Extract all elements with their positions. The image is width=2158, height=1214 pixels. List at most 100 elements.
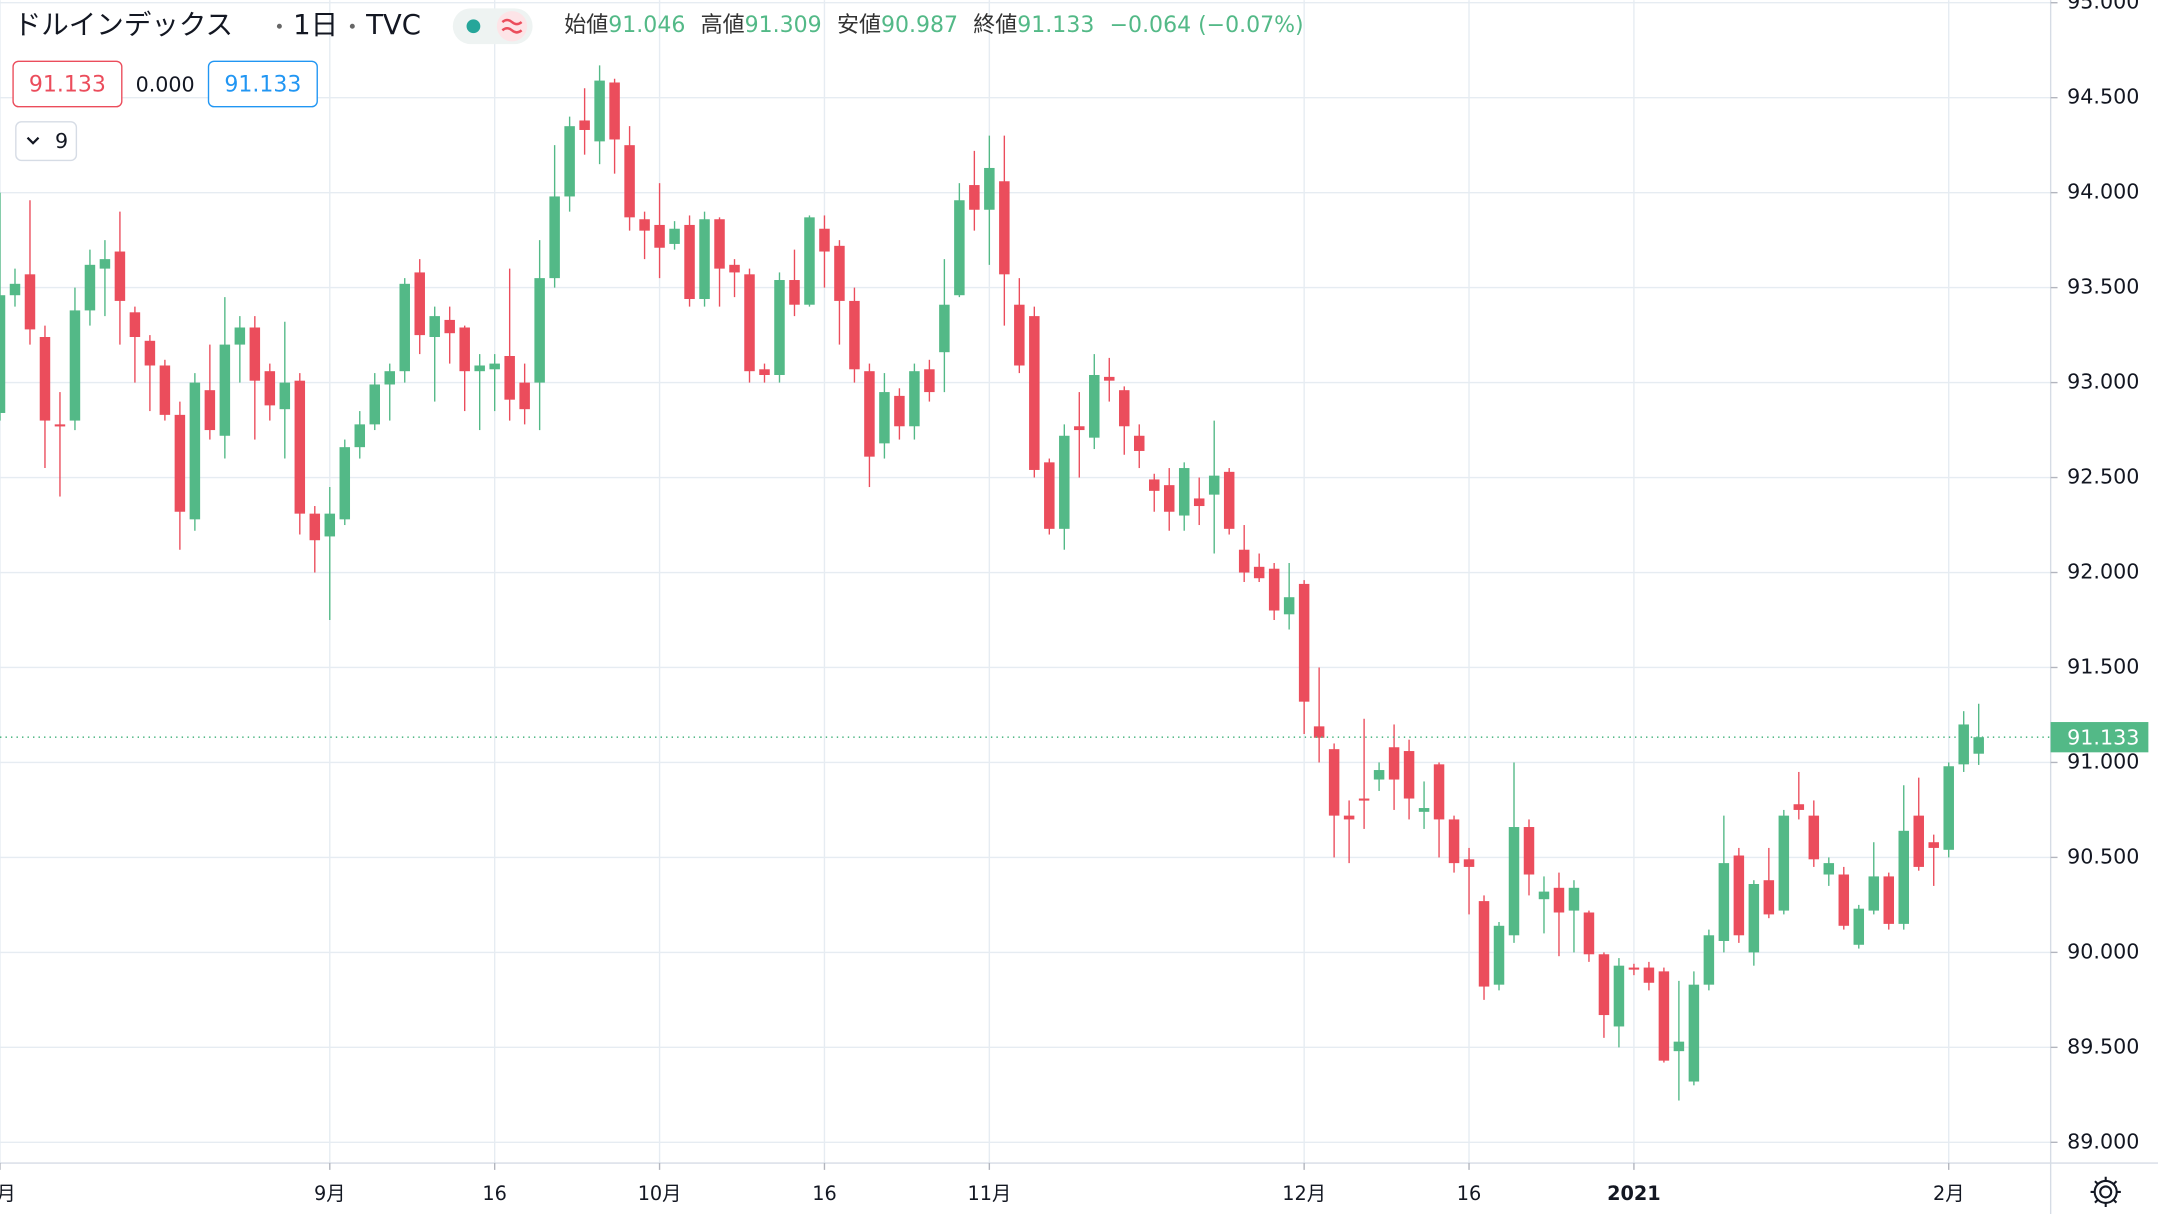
x-tick-label: 16: [482, 1182, 507, 1205]
candle-body: [1074, 426, 1085, 431]
candle-body: [294, 380, 306, 514]
candle-body: [879, 392, 890, 444]
separator: [276, 23, 282, 29]
x-tick-label: 2月: [1933, 1182, 1965, 1205]
candle-body: [24, 274, 36, 330]
candle-body: [249, 327, 261, 381]
candle-body: [1388, 747, 1400, 780]
y-tick-label: 92.000: [2067, 560, 2139, 584]
candle-body: [69, 310, 81, 421]
high-label: 高値: [701, 13, 745, 38]
candle-body: [1403, 751, 1415, 799]
separator: [349, 23, 355, 29]
spread: 0.000: [136, 72, 195, 96]
open-label: 始値: [564, 13, 608, 38]
candle-body: [1913, 815, 1924, 867]
candle-body: [459, 327, 470, 372]
y-tick-label: 89.000: [2067, 1129, 2139, 1153]
chart-title: ドルインデックス: [14, 9, 233, 41]
candle-body: [159, 365, 171, 415]
candle-body: [729, 264, 740, 273]
candle-body: [1523, 827, 1535, 875]
candle-body: [1313, 726, 1325, 738]
candle-body: [909, 371, 920, 427]
close-value: 91.133: [1017, 13, 1094, 38]
candle-body: [1119, 390, 1130, 427]
candle-body: [534, 278, 545, 383]
candle-body: [849, 300, 860, 370]
settings-icon[interactable]: [2090, 1176, 2121, 1208]
y-tick-label: 93.500: [2067, 275, 2139, 299]
candle-body: [1478, 901, 1490, 987]
candle-body: [1193, 498, 1205, 507]
indicator-toggle[interactable]: [15, 121, 78, 162]
candle-body: [1718, 863, 1730, 941]
close-label: 終値: [973, 13, 1017, 38]
y-tick-label: 94.500: [2067, 85, 2139, 109]
candle-body: [1343, 815, 1355, 820]
candle-body: [714, 219, 725, 269]
ohlc-legend: 始値91.046 高値91.309 安値90.987 終値91.133 −0.0…: [564, 13, 1303, 38]
candle-body: [369, 384, 380, 425]
candle-body: [1838, 874, 1850, 926]
candle-body: [1493, 925, 1505, 985]
candle-body: [1014, 304, 1025, 366]
candle-body: [519, 382, 530, 410]
last-price-tag: [2050, 722, 2149, 753]
candle-body: [339, 447, 351, 520]
candle-body: [669, 228, 680, 244]
x-tick-label: 16: [1457, 1182, 1482, 1205]
delayed-icon-bg: [496, 11, 528, 42]
candle-body: [1029, 316, 1040, 470]
candle-body: [684, 224, 695, 300]
candle-body: [1508, 827, 1520, 936]
candle-body: [39, 337, 51, 421]
candle-body: [99, 259, 111, 269]
last-price-label: 91.133: [2067, 726, 2139, 750]
x-tick-label: 2021: [1607, 1182, 1661, 1205]
y-tick-label: 92.500: [2067, 465, 2139, 489]
interval: 1日: [293, 9, 338, 41]
candle-body: [1748, 884, 1760, 953]
x-tick-label: 8月: [0, 1182, 16, 1205]
change: −0.064 (−0.07%): [1110, 13, 1304, 38]
candle-body: [414, 272, 425, 336]
candle-body: [1598, 954, 1610, 1016]
candle-body: [1283, 597, 1295, 615]
candle-body: [264, 371, 276, 406]
candle-body: [429, 316, 440, 338]
candle-body: [924, 369, 935, 393]
candle-body: [0, 295, 6, 413]
candle-body: [1148, 479, 1160, 491]
bid-box[interactable]: [12, 60, 123, 108]
ask-box[interactable]: [207, 60, 318, 108]
market-open-icon: [466, 19, 481, 34]
candle-body: [819, 228, 830, 252]
candle-body: [1853, 908, 1865, 945]
candle-body: [1958, 724, 1969, 765]
x-tick-label: 9月: [314, 1182, 346, 1205]
candle-body: [399, 283, 410, 372]
candle-body: [1328, 749, 1340, 816]
candle-body: [759, 369, 770, 375]
candle-body: [309, 513, 321, 541]
candle-body: [234, 327, 246, 345]
candle-body: [804, 217, 815, 305]
candle-body: [1538, 891, 1550, 900]
candle-body: [84, 264, 96, 311]
candle-body: [444, 319, 455, 334]
candle-body: [774, 280, 785, 375]
candle-body: [984, 167, 995, 210]
bid: 91.133: [29, 72, 106, 97]
candle-body: [894, 395, 905, 427]
candle-body: [1463, 859, 1475, 867]
candle-body: [594, 80, 605, 142]
candle-body: [1808, 815, 1820, 860]
candle-body: [1823, 863, 1835, 875]
candle-body: [1658, 971, 1670, 1061]
candle-body: [1253, 566, 1265, 579]
candle-body: [654, 224, 665, 248]
